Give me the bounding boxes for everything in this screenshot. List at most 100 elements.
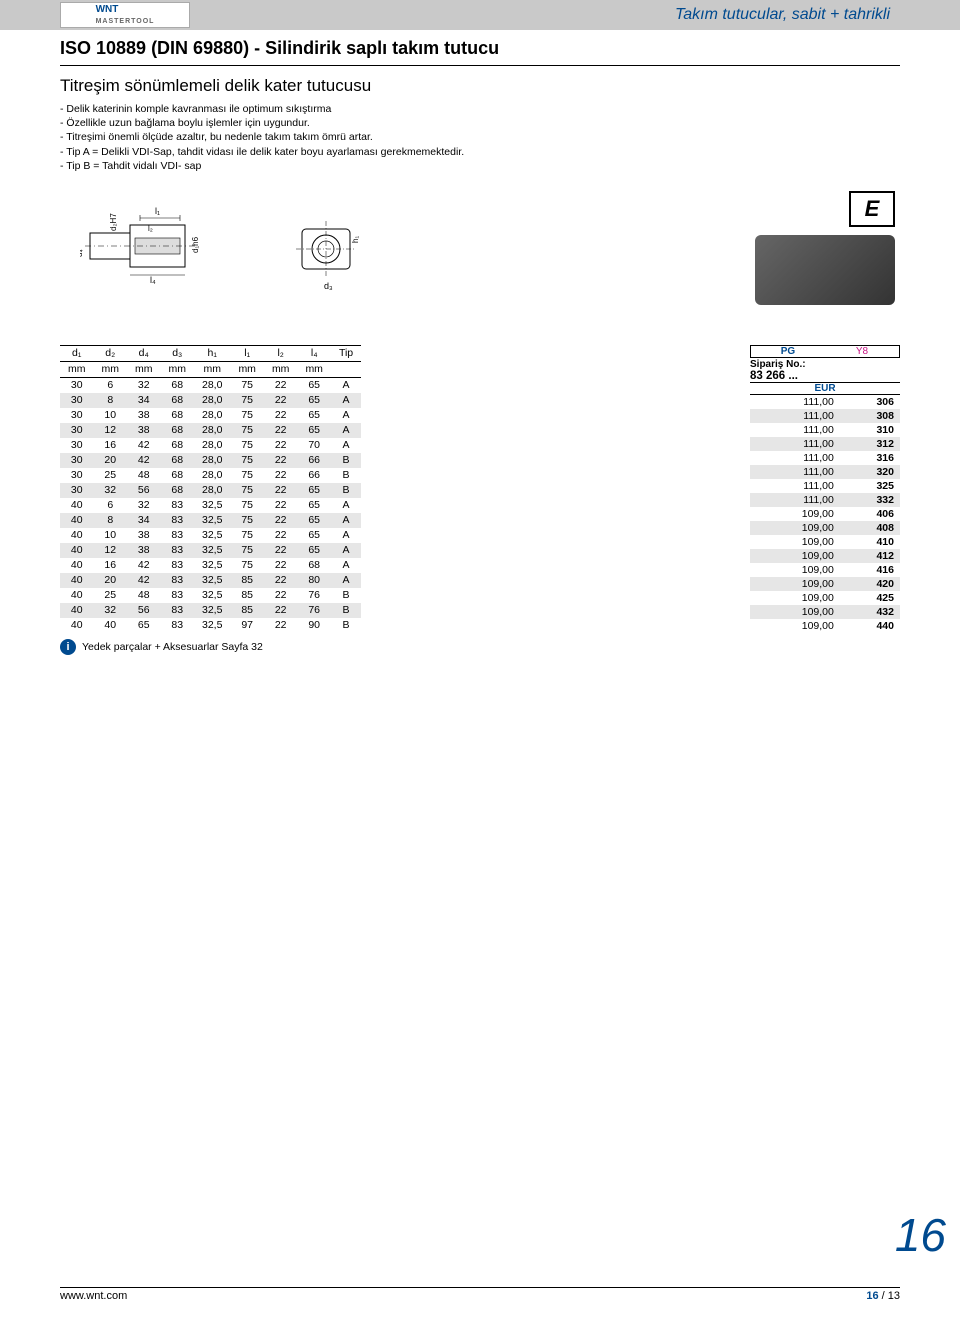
table-row: 4016428332,5752268A (60, 558, 361, 573)
table-cell: 40 (60, 513, 94, 528)
table-cell: 22 (264, 468, 298, 483)
table-cell: 22 (264, 438, 298, 453)
table-row: 4032568332,5852276B (60, 603, 361, 618)
table-cell: 22 (264, 423, 298, 438)
table-cell: 75 (230, 468, 264, 483)
col-header: l₄ (297, 345, 331, 361)
svg-text:d₁h6: d₁h6 (191, 236, 200, 253)
table-cell: 75 (230, 483, 264, 498)
order-code-cell: 412 (840, 549, 900, 563)
section-page-number: 16 (895, 1208, 946, 1262)
table-cell: 30 (60, 408, 94, 423)
col-unit: mm (297, 361, 331, 377)
col-header: d₃ (161, 345, 195, 361)
table-cell: 75 (230, 393, 264, 408)
price-cell: 109,00 (750, 563, 840, 577)
brand-logo: WNT MASTERTOOL (60, 2, 190, 28)
table-cell: 22 (264, 453, 298, 468)
table-cell: 42 (127, 573, 161, 588)
table-cell: 32,5 (194, 558, 230, 573)
price-row: 109,00416 (750, 563, 900, 577)
table-cell: 22 (264, 588, 298, 603)
table-cell: 38 (127, 423, 161, 438)
table-cell: 68 (161, 468, 195, 483)
table-cell: 75 (230, 438, 264, 453)
price-row: 109,00412 (750, 549, 900, 563)
table-row: 4040658332,5972290B (60, 618, 361, 633)
front-view-icon: d₃ h₁ (290, 203, 370, 293)
table-cell: 85 (230, 588, 264, 603)
table-cell: 32,5 (194, 603, 230, 618)
table-cell: 75 (230, 513, 264, 528)
pg-label: PG (751, 346, 825, 357)
table-cell: 16 (94, 438, 128, 453)
table-cell: 56 (127, 603, 161, 618)
table-row: 3032566828,0752265B (60, 483, 361, 498)
table-row: 4012388332,5752265A (60, 543, 361, 558)
table-cell: 28,0 (194, 483, 230, 498)
svg-text:l₂: l₂ (148, 224, 153, 233)
col-header: Tip (331, 345, 361, 361)
table-cell: 22 (264, 513, 298, 528)
table-cell: A (331, 573, 361, 588)
eur-label: EUR (750, 382, 900, 395)
price-cell: 111,00 (750, 423, 840, 437)
table-cell: 28,0 (194, 438, 230, 453)
table-cell: 42 (127, 453, 161, 468)
table-cell: 32,5 (194, 588, 230, 603)
footer-page-b: 13 (888, 1290, 900, 1302)
table-cell: 34 (127, 393, 161, 408)
table-cell: A (331, 543, 361, 558)
order-code-cell: 310 (840, 423, 900, 437)
table-cell: 8 (94, 393, 128, 408)
table-row: 306326828,0752265A (60, 377, 361, 393)
table-cell: B (331, 453, 361, 468)
price-cell: 111,00 (750, 395, 840, 409)
table-cell: 38 (127, 528, 161, 543)
table-cell: 68 (161, 483, 195, 498)
table-cell: 65 (127, 618, 161, 633)
table-cell: 83 (161, 558, 195, 573)
table-cell: A (331, 558, 361, 573)
table-cell: 40 (60, 603, 94, 618)
table-cell: 22 (264, 573, 298, 588)
price-row: 111,00312 (750, 437, 900, 451)
table-cell: 22 (264, 603, 298, 618)
footer-url: www.wnt.com (60, 1290, 127, 1302)
table-row: 3025486828,0752266B (60, 468, 361, 483)
table-cell: 85 (230, 573, 264, 588)
table-cell: 75 (230, 543, 264, 558)
price-table: 111,00306111,00308111,00310111,00312111,… (750, 395, 900, 633)
table-cell: 83 (161, 603, 195, 618)
table-cell: 28,0 (194, 408, 230, 423)
order-label: Sipariş No.: (750, 359, 900, 370)
page-title: ISO 10889 (DIN 69880) - Silindirik saplı… (60, 38, 900, 59)
svg-text:d₂H7: d₂H7 (109, 213, 118, 231)
order-code-cell: 425 (840, 591, 900, 605)
table-cell: 32 (127, 498, 161, 513)
table-cell: 40 (60, 588, 94, 603)
table-cell: 83 (161, 618, 195, 633)
order-code-cell: 332 (840, 493, 900, 507)
price-cell: 109,00 (750, 535, 840, 549)
price-cell: 111,00 (750, 451, 840, 465)
table-cell: A (331, 498, 361, 513)
table-cell: 83 (161, 528, 195, 543)
price-row: 111,00325 (750, 479, 900, 493)
info-note: i Yedek parçalar + Aksesuarlar Sayfa 32 (60, 639, 900, 655)
price-cell: 111,00 (750, 465, 840, 479)
order-code-cell: 325 (840, 479, 900, 493)
table-cell: 32,5 (194, 573, 230, 588)
table-cell: 65 (297, 483, 331, 498)
table-cell: 32 (127, 377, 161, 393)
price-row: 109,00408 (750, 521, 900, 535)
table-cell: 68 (161, 393, 195, 408)
table-cell: B (331, 588, 361, 603)
table-cell: 68 (161, 438, 195, 453)
col-unit: mm (127, 361, 161, 377)
price-cell: 111,00 (750, 479, 840, 493)
table-cell: 30 (60, 468, 94, 483)
bullet: - Delik katerinin komple kavranması ile … (60, 102, 900, 116)
table-cell: 30 (60, 377, 94, 393)
order-code-cell: 406 (840, 507, 900, 521)
